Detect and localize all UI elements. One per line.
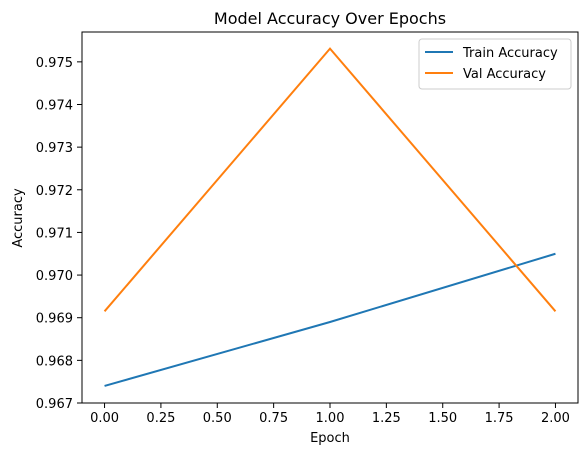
x-tick-label: 0.25 [146, 411, 175, 426]
x-tick-label: 1.25 [372, 411, 401, 426]
legend: Train Accuracy Val Accuracy [418, 38, 572, 90]
x-tick-label: 2.00 [541, 411, 570, 426]
x-tick-label: 0.75 [259, 411, 288, 426]
train-accuracy-line [104, 252, 556, 387]
y-tick-label: 0.968 [36, 354, 73, 369]
y-tick-label: 0.967 [36, 397, 73, 412]
legend-label-train: Train Accuracy [462, 46, 558, 61]
plot-frame [81, 31, 579, 404]
x-tick-label: 1.00 [316, 411, 345, 426]
x-axis-label: Epoch [310, 431, 350, 446]
y-tick-label: 0.972 [36, 184, 73, 199]
val-accuracy-line [103, 47, 557, 312]
series-layer [103, 47, 557, 387]
y-axis-label: Accuracy [11, 188, 26, 248]
y-tick-label: 0.970 [36, 269, 73, 284]
ticks-layer: 0.00 0.25 0.50 0.75 1.00 1.25 1.50 1.75 2.00 0.96… [36, 56, 570, 426]
x-tick-label: 1.50 [428, 411, 457, 426]
y-tick-label: 0.971 [36, 226, 73, 241]
legend-label-val: Val Accuracy [463, 67, 546, 82]
y-tick-label: 0.969 [36, 312, 73, 327]
x-tick-label: 0.00 [90, 411, 119, 426]
legend-box [418, 38, 572, 90]
x-tick-label: 0.50 [203, 411, 232, 426]
y-tick-label: 0.975 [36, 56, 73, 71]
y-tick-label: 0.973 [36, 141, 73, 156]
y-tick-label: 0.974 [36, 98, 73, 113]
x-tick-label: 1.75 [485, 411, 514, 426]
chart-title: Model Accuracy Over Epochs [214, 9, 446, 28]
